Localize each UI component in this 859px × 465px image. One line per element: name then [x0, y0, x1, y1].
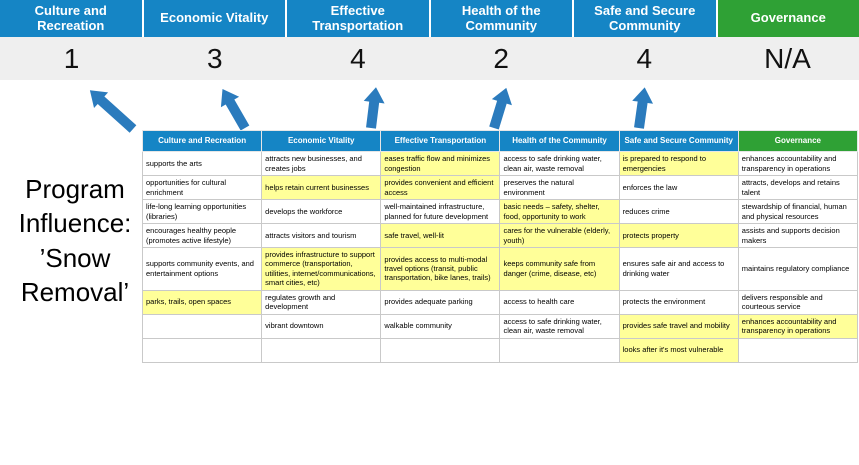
scorecard-header-cell: Culture and Recreation	[0, 0, 142, 37]
matrix-cell	[499, 337, 620, 363]
matrix-cell: protects property	[618, 223, 739, 248]
scorecard-header-cell: Economic Vitality	[141, 0, 285, 37]
matrix-cell: safe travel, well-lit	[380, 223, 501, 248]
matrix-header-row: Culture and Recreation Economic Vitality E…	[141, 130, 859, 152]
matrix-wrap: Culture and Recreation Economic Vitality E…	[141, 130, 859, 363]
matrix-cell: cares for the vulnerable (elderly, youth…	[499, 223, 620, 248]
matrix-cell: develops the workforce	[261, 199, 382, 224]
scorecard-header-cell: Health of the Community	[428, 0, 572, 37]
matrix-table: Culture and Recreation Economic Vitality E…	[141, 130, 859, 363]
matrix-cell: walkable community	[380, 313, 501, 339]
matrix-cell: supports the arts	[141, 151, 263, 176]
matrix-cell: provides safe travel and mobility	[618, 313, 739, 339]
matrix-cell: stewardship of financial, human and phys…	[737, 199, 859, 224]
matrix-cell: attracts visitors and tourism	[261, 223, 382, 248]
matrix-cell	[141, 313, 263, 339]
matrix-row: looks after it's most vulnerable	[141, 337, 859, 363]
matrix-cell: attracts new businesses, and creates job…	[261, 151, 382, 176]
scorecard-header-cell: Governance	[715, 0, 859, 37]
matrix-cell: provides access to multi-modal travel op…	[380, 247, 501, 291]
scorecard-header-cell: Safe and Secure Community	[572, 0, 716, 37]
matrix-header-cell: Safe and Secure Community	[618, 130, 739, 152]
scorecard-header-row: Culture and Recreation Economic Vitality E…	[0, 0, 859, 37]
matrix-cell: well-maintained infrastructure, planned …	[380, 199, 501, 224]
matrix-cell: maintains regulatory compliance	[737, 247, 859, 291]
matrix-row: supports community events, and entertain…	[141, 247, 859, 291]
matrix-cell: assists and supports decision makers	[737, 223, 859, 248]
matrix-header-cell: Economic Vitality	[261, 130, 382, 152]
up-arrow-icon	[363, 87, 385, 129]
matrix-cell: regulates growth and development	[261, 289, 382, 315]
matrix-cell	[380, 337, 501, 363]
matrix-header-cell: Culture and Recreation	[141, 130, 263, 152]
influence-arrows	[89, 87, 654, 133]
matrix-cell: opportunities for cultural enrichment	[141, 175, 263, 200]
matrix-cell: encourages healthy people (promotes acti…	[141, 223, 263, 248]
matrix-cell: provides convenient and efficient access	[380, 175, 501, 200]
matrix-cell: ensures safe air and access to drinking …	[618, 247, 739, 291]
program-influence-label: Program Influence: ’Snow Removal’	[18, 174, 132, 307]
matrix-cell: attracts, develops and retains talent	[737, 175, 859, 200]
matrix-cell: enforces the law	[618, 175, 739, 200]
matrix-cell: provides infrastructure to support comme…	[261, 247, 382, 291]
matrix-cell: keeps community safe from danger (crime,…	[499, 247, 620, 291]
matrix-row: vibrant downtown walkable community access…	[141, 313, 859, 339]
matrix-cell: parks, trails, open spaces	[141, 289, 263, 315]
matrix-row: life-long learning opportunities (librar…	[141, 199, 859, 224]
matrix-cell: protects the environment	[618, 289, 739, 315]
matrix-cell: basic needs – safety, shelter, food, opp…	[499, 199, 620, 224]
matrix-cell: access to safe drinking water, clean air…	[499, 151, 620, 176]
scorecard-value: 2	[493, 42, 509, 74]
scorecard-value: 4	[350, 42, 366, 74]
matrix-cell: preserves the natural environment	[499, 175, 620, 200]
matrix-cell: supports community events, and entertain…	[141, 247, 263, 291]
matrix-cell: reduces crime	[618, 199, 739, 224]
up-arrow-icon	[489, 87, 512, 130]
matrix-cell: delivers responsible and courteous servi…	[737, 289, 859, 315]
scorecard-value: 3	[206, 42, 223, 74]
matrix-row: opportunities for cultural enrichment hel…	[141, 175, 859, 200]
matrix-cell: enhances accountability and transparency…	[737, 151, 859, 176]
matrix-cell: access to health care	[499, 289, 620, 315]
matrix-cell	[261, 337, 382, 363]
up-arrow-icon	[220, 89, 250, 131]
matrix-row: encourages healthy people (promotes acti…	[141, 223, 859, 248]
matrix-row: parks, trails, open spaces regulates grow…	[141, 289, 859, 315]
up-arrow-icon	[89, 90, 137, 133]
matrix-cell: eases traffic flow and minimizes congest…	[380, 151, 501, 176]
matrix-cell: is prepared to respond to emergencies	[618, 151, 739, 176]
matrix-cell: vibrant downtown	[261, 313, 382, 339]
up-arrow-icon	[632, 87, 654, 129]
matrix-cell	[737, 337, 859, 363]
matrix-cell: helps retain current businesses	[261, 175, 382, 200]
matrix-header-cell: Governance	[737, 130, 859, 152]
matrix-header-cell: Effective Transportation	[380, 130, 501, 152]
matrix-header-cell: Health of the Community	[499, 130, 620, 152]
matrix-cell: looks after it's most vulnerable	[618, 337, 739, 363]
scorecard-value: N/A	[764, 42, 811, 74]
matrix-cell: access to safe drinking water, clean air…	[499, 313, 620, 339]
matrix-cell: enhances accountability and transparency…	[737, 313, 859, 339]
matrix-cell: provides adequate parking	[380, 289, 501, 315]
matrix-row: supports the arts attracts new businesses…	[141, 151, 859, 176]
scorecard-value: 4	[636, 42, 653, 74]
scorecard-value: 1	[63, 42, 80, 74]
matrix-cell	[141, 337, 263, 363]
matrix-cell: life-long learning opportunities (librar…	[141, 199, 263, 224]
scorecard-values-row: 1 3 4 2 4 N/A	[0, 37, 859, 80]
scorecard-header-cell: Effective Transportation	[285, 0, 429, 37]
